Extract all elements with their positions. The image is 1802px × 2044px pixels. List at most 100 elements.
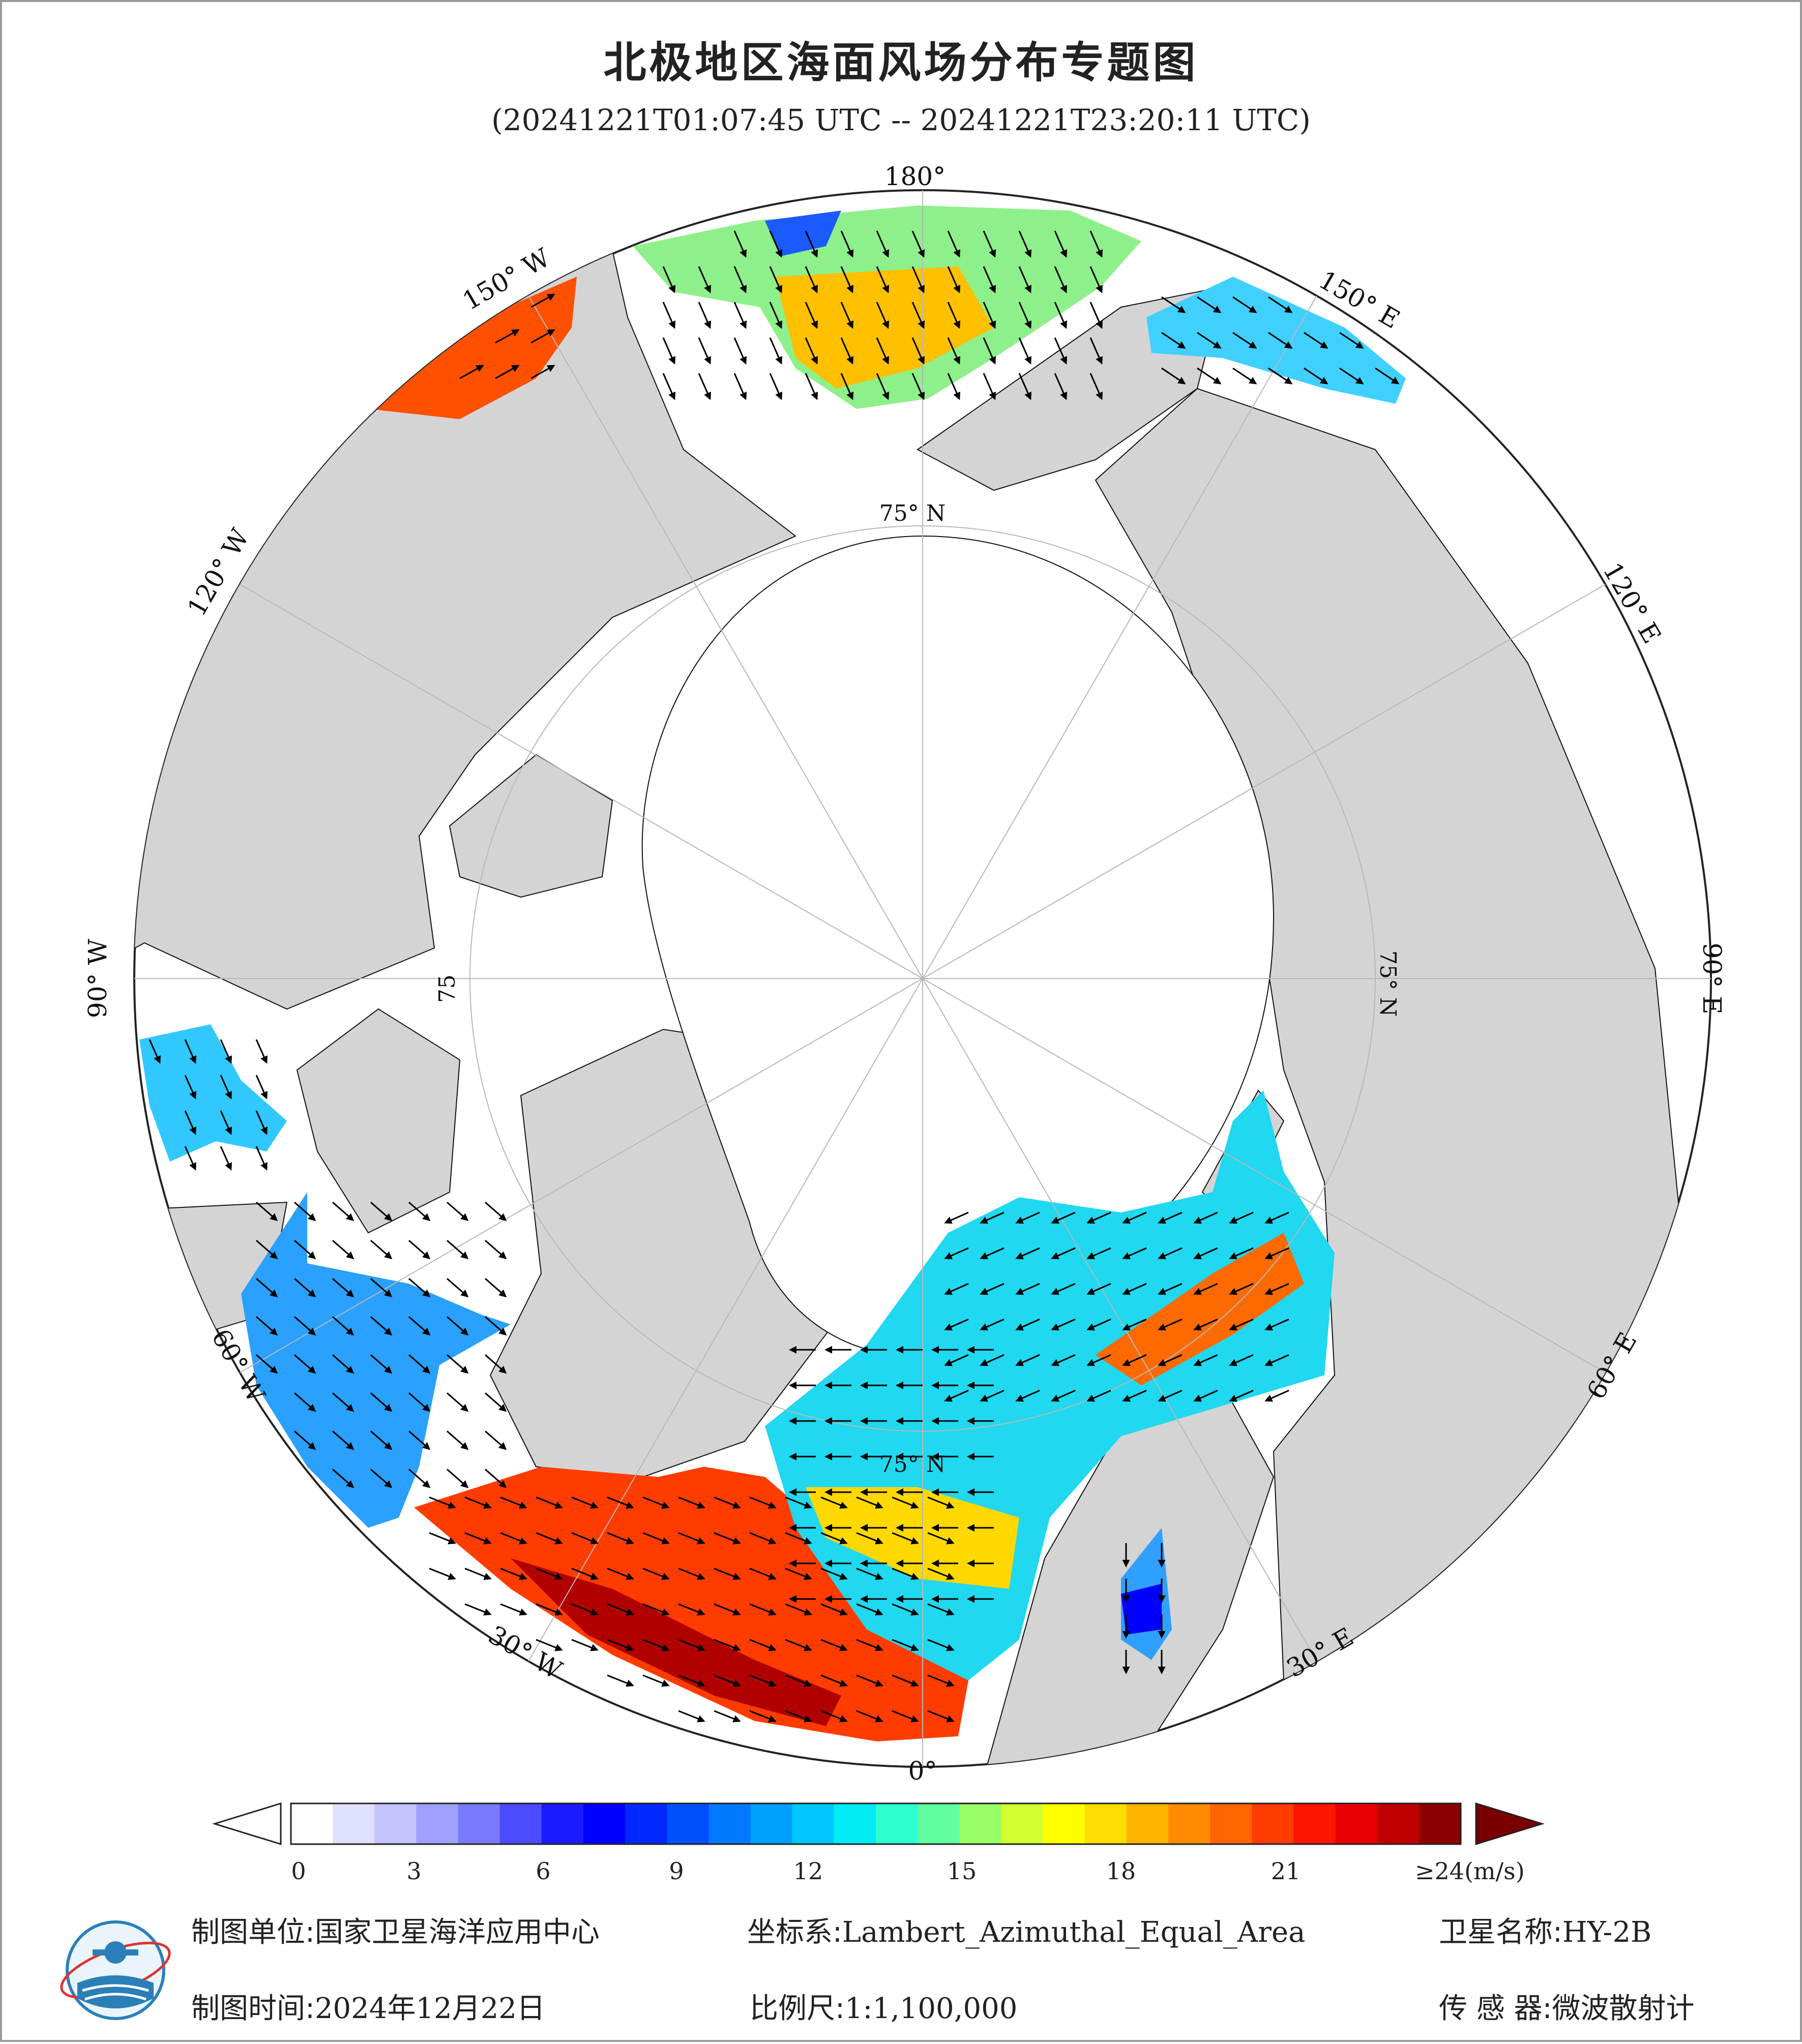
meridian-line xyxy=(528,978,923,1662)
wind-arrow xyxy=(571,1639,599,1651)
wind-arrow xyxy=(255,1146,268,1171)
wind-arrow xyxy=(805,230,818,258)
wind-arrow xyxy=(447,1316,469,1336)
wind-arrow xyxy=(749,1603,777,1616)
wind-arrow xyxy=(1015,1247,1040,1259)
wind-arrow xyxy=(220,1039,232,1064)
wind-arrow xyxy=(370,1430,393,1450)
wind-arrow xyxy=(749,1710,777,1723)
wind-arrow xyxy=(662,302,676,329)
wind-arrow xyxy=(500,1603,527,1616)
wind-arrow xyxy=(332,1392,355,1412)
wind-arrow xyxy=(642,1532,670,1545)
wind-arrow xyxy=(1018,302,1032,329)
wind-arrow xyxy=(607,1567,634,1580)
wind-arrow xyxy=(820,1674,848,1687)
footer-org: 制图单位:国家卫星海洋应用中心 xyxy=(191,1909,600,1950)
wind-arrow xyxy=(607,1639,634,1651)
wind-arrow xyxy=(1375,367,1400,384)
wind-arrow xyxy=(840,230,854,258)
wind-arrow xyxy=(1122,1389,1147,1402)
wind-arrow xyxy=(820,1639,848,1651)
wind-arrow xyxy=(876,337,890,365)
wind-arrow xyxy=(733,373,747,400)
wind-arrow xyxy=(184,1110,196,1135)
wind-arrow xyxy=(332,1316,355,1336)
wind-arrow xyxy=(607,1603,634,1616)
wind-arrow xyxy=(769,266,783,293)
land-baffin-island xyxy=(296,1008,461,1234)
wind-arrow xyxy=(840,373,854,400)
colorbar-unit-label: ≥24(m/s) xyxy=(1415,1857,1525,1885)
wind-arrow xyxy=(1054,230,1068,258)
wind-arrow xyxy=(220,1146,232,1171)
wind-arrow xyxy=(294,1354,316,1374)
wind-arrow xyxy=(785,1710,812,1723)
colorbar-cell xyxy=(1126,1803,1169,1844)
wind-arrow xyxy=(294,1239,316,1259)
wind-arrow xyxy=(536,1603,563,1616)
wind-arrow xyxy=(332,1239,355,1259)
wind-arrow xyxy=(856,1674,883,1687)
meridian-line xyxy=(922,978,1606,1373)
wind-arrow xyxy=(678,1567,705,1580)
wind-arrow xyxy=(1193,1211,1218,1224)
wind-arrow xyxy=(1264,1389,1289,1402)
wind-arrow xyxy=(1054,373,1068,400)
wind-arrow xyxy=(1229,1283,1254,1295)
wind-arrow xyxy=(536,1567,563,1580)
wind-arrow xyxy=(714,1674,741,1687)
wind-arrow xyxy=(1054,266,1068,293)
wind-arrow xyxy=(1158,1211,1183,1224)
wind-arrow xyxy=(370,1468,393,1488)
wind-arrow xyxy=(1122,1247,1147,1259)
wind-arrow xyxy=(769,337,783,365)
wind-arrow xyxy=(892,1532,919,1545)
wind-arrow xyxy=(911,337,925,365)
colorbar-tick-12: 12 xyxy=(793,1857,823,1885)
wind-arrow xyxy=(1193,1247,1218,1259)
wind-field-bering-core xyxy=(765,211,841,256)
wind-arrow xyxy=(530,293,555,308)
nsoas-logo xyxy=(60,1920,171,2020)
wind-arrow xyxy=(785,1674,812,1687)
wind-arrow xyxy=(1051,1211,1076,1224)
wind-arrow xyxy=(698,266,712,293)
wind-arrow xyxy=(983,266,996,293)
wind-arrow xyxy=(1051,1283,1076,1295)
colorbar-cell xyxy=(374,1803,417,1844)
wind-arrow xyxy=(332,1354,355,1374)
wind-arrow xyxy=(785,1639,812,1651)
wind-arrow xyxy=(820,1603,848,1616)
colorbar-cell xyxy=(667,1803,710,1844)
wind-arrow xyxy=(256,1316,278,1336)
wind-arrow xyxy=(820,1567,848,1580)
wind-arrow xyxy=(485,1201,507,1221)
wind-arrow xyxy=(1158,1354,1183,1366)
wind-arrow xyxy=(805,266,818,293)
wind-vector-arrows xyxy=(149,230,1400,1723)
wind-arrow xyxy=(447,1239,469,1259)
wind-arrow xyxy=(1015,1389,1040,1402)
colorbar-cell xyxy=(792,1803,835,1844)
colorbar-cell xyxy=(1043,1803,1085,1844)
wind-arrow xyxy=(1018,230,1032,258)
colorbar-cell xyxy=(708,1803,751,1844)
wind-arrow xyxy=(944,1283,969,1295)
wind-arrow xyxy=(332,1468,355,1488)
wind-arrow xyxy=(944,1211,969,1224)
wind-arrow xyxy=(1161,332,1186,349)
colorbar-cell xyxy=(834,1803,876,1844)
wind-arrow xyxy=(464,1567,492,1580)
wind-arrow xyxy=(1018,373,1032,400)
colorbar-tick-3: 3 xyxy=(406,1857,422,1885)
wind-arrow xyxy=(1018,337,1032,365)
meridians xyxy=(134,190,1711,1767)
wind-arrow xyxy=(1051,1389,1076,1402)
wind-arrow xyxy=(370,1201,393,1221)
wind-arrow xyxy=(1089,266,1103,293)
wind-arrow xyxy=(1268,367,1293,384)
wind-arrow xyxy=(1339,332,1364,349)
colorbar-cell xyxy=(1084,1803,1127,1844)
footer-sensor: 传 感 器:微波散射计 xyxy=(1439,1986,1694,2027)
